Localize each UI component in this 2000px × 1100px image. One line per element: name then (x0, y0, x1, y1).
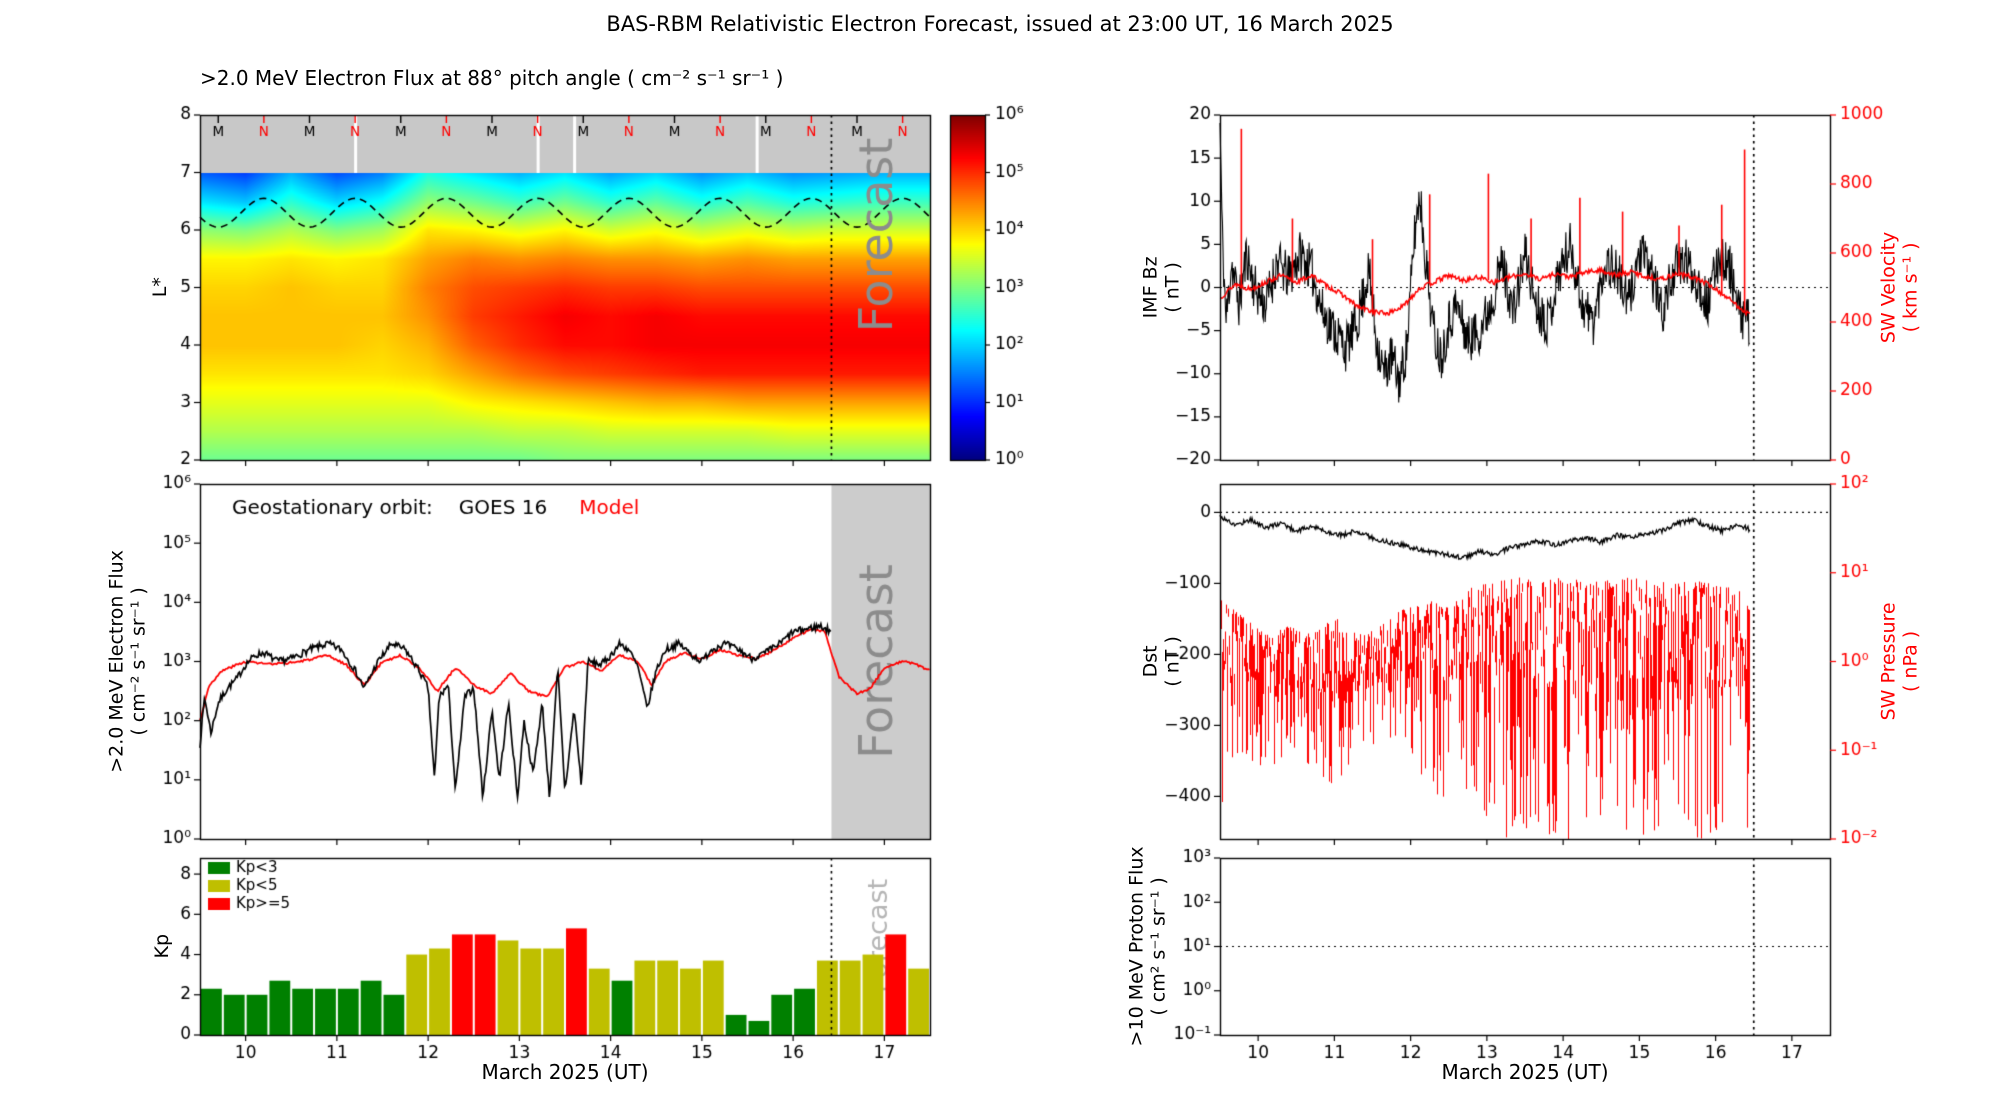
proton-xlabel: March 2025 (UT) (1441, 1060, 1609, 1084)
kp-xlabel: March 2025 (UT) (481, 1060, 649, 1084)
proton-ylabel: >10 MeV Proton Flux ( cm² s⁻¹ sr⁻¹ ) (1126, 766, 1171, 1100)
colorbar (945, 95, 1055, 480)
flux-map-title: >2.0 MeV Electron Flux at 88° pitch angl… (200, 66, 784, 90)
imf-sw-plot (1150, 95, 1950, 480)
dst-pressure-plot (1150, 470, 1950, 860)
goes-ylabel-line1: >2.0 MeV Electron Flux (105, 550, 128, 773)
sw-pressure-label-line2: ( nPa ) (1900, 630, 1922, 693)
flux-map-plot (145, 95, 935, 480)
goes-ylabel: >2.0 MeV Electron Flux ( cm⁻² s⁻¹ sr⁻¹ ) (106, 481, 151, 841)
proton-ylabel-line1: >10 MeV Proton Flux (1125, 846, 1148, 1047)
imf-ylabel-line2: ( nT ) (1162, 262, 1184, 313)
kp-plot (145, 840, 935, 1080)
sw-velocity-label-line2: ( km s⁻¹ ) (1900, 242, 1922, 333)
figure-title: BAS-RBM Relativistic Electron Forecast, … (606, 12, 1394, 36)
goes-flux-plot (145, 470, 935, 860)
sw-velocity-label-line1: SW Velocity (1877, 231, 1900, 344)
sw-pressure-label: SW Pressure ( nPa ) (1878, 481, 1923, 841)
proton-ylabel-line2: ( cm² s⁻¹ sr⁻¹ ) (1148, 877, 1170, 1016)
goes-ylabel-line2: ( cm⁻² s⁻¹ sr⁻¹ ) (128, 587, 150, 736)
sw-velocity-label: SW Velocity ( km s⁻¹ ) (1878, 107, 1923, 467)
imf-ylabel: IMF Bz ( nT ) (1140, 107, 1185, 467)
kp-ylabel: Kp (150, 933, 173, 959)
proton-flux-plot (1150, 840, 1950, 1080)
imf-ylabel-line1: IMF Bz (1139, 256, 1162, 319)
flux-map-ylabel: L* (148, 277, 171, 298)
sw-pressure-label-line1: SW Pressure (1877, 602, 1900, 721)
